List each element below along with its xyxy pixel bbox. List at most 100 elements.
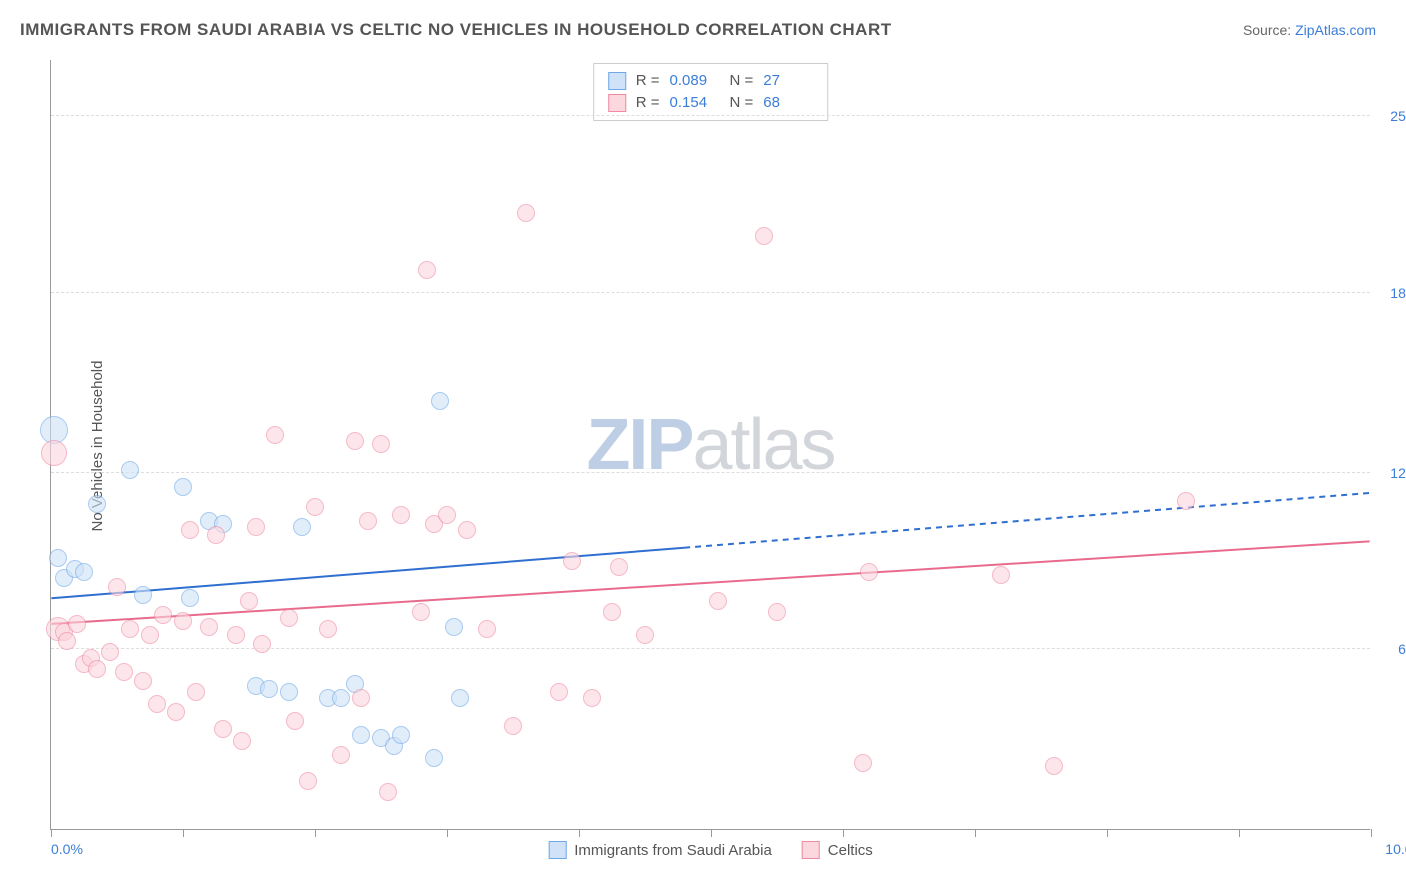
x-axis-max-label: 10.0% (1385, 841, 1406, 857)
data-point (181, 521, 199, 539)
y-tick-label: 6.3% (1375, 641, 1406, 657)
data-point (352, 726, 370, 744)
data-point (68, 615, 86, 633)
source-prefix: Source: (1243, 22, 1295, 38)
data-point (121, 620, 139, 638)
data-point (359, 512, 377, 530)
data-point (58, 632, 76, 650)
data-point (583, 689, 601, 707)
data-point (253, 635, 271, 653)
data-point (636, 626, 654, 644)
data-point (187, 683, 205, 701)
y-tick-label: 18.8% (1375, 285, 1406, 301)
data-point (88, 495, 106, 513)
data-point (438, 506, 456, 524)
data-point (75, 563, 93, 581)
data-point (709, 592, 727, 610)
data-point (412, 603, 430, 621)
data-point (445, 618, 463, 636)
legend-item: Celtics (802, 841, 873, 859)
data-point (1045, 757, 1063, 775)
data-point (207, 526, 225, 544)
series-legend: Immigrants from Saudi Arabia Celtics (548, 841, 873, 859)
data-point (280, 609, 298, 627)
data-point (478, 620, 496, 638)
gridline (51, 472, 1370, 473)
data-point (379, 783, 397, 801)
data-point (372, 435, 390, 453)
data-point (517, 204, 535, 222)
x-tick (711, 829, 712, 837)
data-point (148, 695, 166, 713)
data-point (299, 772, 317, 790)
data-point (332, 689, 350, 707)
data-point (247, 518, 265, 536)
x-tick (1239, 829, 1240, 837)
y-tick-label: 25.0% (1375, 108, 1406, 124)
y-tick-label: 12.5% (1375, 465, 1406, 481)
data-point (121, 461, 139, 479)
data-point (352, 689, 370, 707)
source-attribution: Source: ZipAtlas.com (1243, 22, 1376, 38)
data-point (266, 426, 284, 444)
data-point (214, 720, 232, 738)
data-point (550, 683, 568, 701)
x-tick (1107, 829, 1108, 837)
data-point (306, 498, 324, 516)
data-point (431, 392, 449, 410)
x-tick (1371, 829, 1372, 837)
x-tick (447, 829, 448, 837)
data-point (418, 261, 436, 279)
data-point (346, 432, 364, 450)
data-point (293, 518, 311, 536)
data-point (392, 726, 410, 744)
data-point (200, 618, 218, 636)
x-tick (51, 829, 52, 837)
source-link[interactable]: ZipAtlas.com (1295, 22, 1376, 38)
gridline (51, 115, 1370, 116)
data-point (108, 578, 126, 596)
data-point (768, 603, 786, 621)
data-point (141, 626, 159, 644)
data-point (286, 712, 304, 730)
data-point (603, 603, 621, 621)
trend-line-dashed (684, 493, 1370, 548)
data-point (174, 612, 192, 630)
gridline (51, 648, 1370, 649)
legend-item: Immigrants from Saudi Arabia (548, 841, 772, 859)
data-point (181, 589, 199, 607)
x-tick (315, 829, 316, 837)
data-point (860, 563, 878, 581)
data-point (563, 552, 581, 570)
data-point (101, 643, 119, 661)
data-point (134, 586, 152, 604)
data-point (134, 672, 152, 690)
plot-area: ZIPatlas R =0.089N =27R =0.154N =68 0.0%… (50, 60, 1370, 830)
data-point (451, 689, 469, 707)
x-tick (579, 829, 580, 837)
data-point (88, 660, 106, 678)
data-point (392, 506, 410, 524)
x-axis-min-label: 0.0% (51, 841, 83, 857)
data-point (425, 749, 443, 767)
x-tick (975, 829, 976, 837)
data-point (41, 440, 67, 466)
data-point (227, 626, 245, 644)
data-point (49, 549, 67, 567)
legend-label: Immigrants from Saudi Arabia (574, 842, 772, 859)
legend-label: Celtics (828, 842, 873, 859)
data-point (115, 663, 133, 681)
gridline (51, 292, 1370, 293)
legend-swatch (548, 841, 566, 859)
data-point (458, 521, 476, 539)
data-point (280, 683, 298, 701)
data-point (332, 746, 350, 764)
chart-title: IMMIGRANTS FROM SAUDI ARABIA VS CELTIC N… (20, 20, 892, 40)
data-point (854, 754, 872, 772)
x-tick (183, 829, 184, 837)
data-point (233, 732, 251, 750)
data-point (154, 606, 172, 624)
data-point (755, 227, 773, 245)
data-point (260, 680, 278, 698)
data-point (992, 566, 1010, 584)
